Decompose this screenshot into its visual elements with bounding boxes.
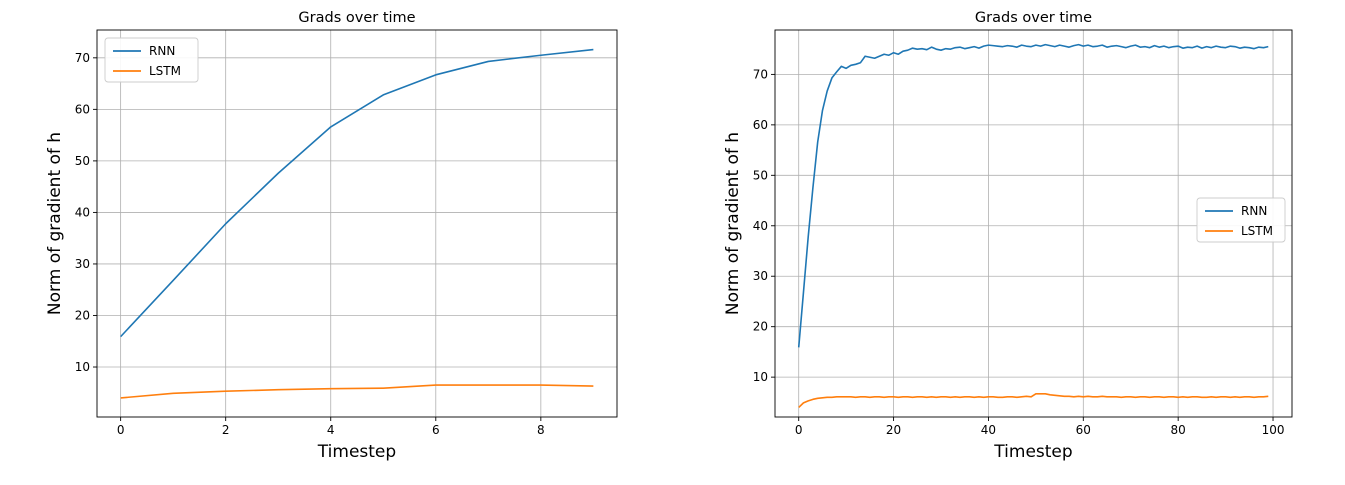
x-tick-label: 80 (1171, 423, 1186, 437)
x-tick-label: 60 (1076, 423, 1091, 437)
x-axis-label: Timestep (317, 442, 396, 462)
y-tick-label: 60 (75, 102, 90, 116)
x-tick-label: 0 (795, 423, 803, 437)
y-tick-label: 20 (75, 308, 90, 322)
y-axis-label: Norm of gradient of h (45, 132, 65, 315)
x-tick-label: 0 (117, 423, 125, 437)
y-tick-label: 30 (75, 257, 90, 271)
y-tick-label: 70 (753, 67, 768, 81)
plot-frame (96, 29, 618, 418)
legend: RNN LSTM (104, 37, 199, 83)
chart-title: Grads over time (975, 10, 1092, 26)
x-axis-label: Timestep (993, 442, 1072, 462)
legend-label-lstm: LSTM (1241, 224, 1273, 238)
chart-right: 0 20 40 60 80 100 10 20 30 40 50 60 70 Grads over tim… (672, 0, 1345, 481)
y-axis-label: Norm of gradient of h (723, 132, 743, 315)
y-tick-label: 50 (75, 154, 90, 168)
y-tick-label: 30 (753, 269, 768, 283)
x-tick-label: 2 (222, 423, 230, 437)
plot-frame (774, 29, 1293, 418)
x-tick-label: 6 (432, 423, 440, 437)
chart-left: 0 2 4 6 8 10 20 30 40 50 60 70 Grads over time Timest… (0, 0, 672, 481)
x-tick-label: 100 (1262, 423, 1285, 437)
chart-right-svg: 0 20 40 60 80 100 10 20 30 40 50 60 70 Grads over tim… (723, 10, 1293, 462)
chart-left-svg: 0 2 4 6 8 10 20 30 40 50 60 70 Grads over time Timest… (45, 10, 618, 462)
legend-label-rnn: RNN (149, 44, 175, 58)
x-tick-label: 20 (886, 423, 901, 437)
y-tick-label: 10 (75, 360, 90, 374)
x-tick-label: 4 (327, 423, 335, 437)
x-tick-label: 8 (537, 423, 545, 437)
y-tick-label: 60 (753, 118, 768, 132)
y-tick-label: 10 (753, 370, 768, 384)
y-tick-label: 40 (75, 205, 90, 219)
series-line-lstm (120, 384, 594, 399)
series-line-lstm (798, 392, 1269, 408)
legend: RNN LSTM (1196, 197, 1286, 243)
legend-label-rnn: RNN (1241, 204, 1267, 218)
y-tick-label: 70 (75, 51, 90, 65)
series-line-rnn (120, 48, 594, 338)
chart-title: Grads over time (298, 10, 415, 26)
series-line-rnn (797, 43, 1269, 348)
x-tick-label: 40 (981, 423, 996, 437)
y-tick-label: 40 (753, 219, 768, 233)
legend-label-lstm: LSTM (149, 64, 181, 78)
y-tick-label: 50 (753, 168, 768, 182)
y-tick-label: 20 (753, 320, 768, 334)
